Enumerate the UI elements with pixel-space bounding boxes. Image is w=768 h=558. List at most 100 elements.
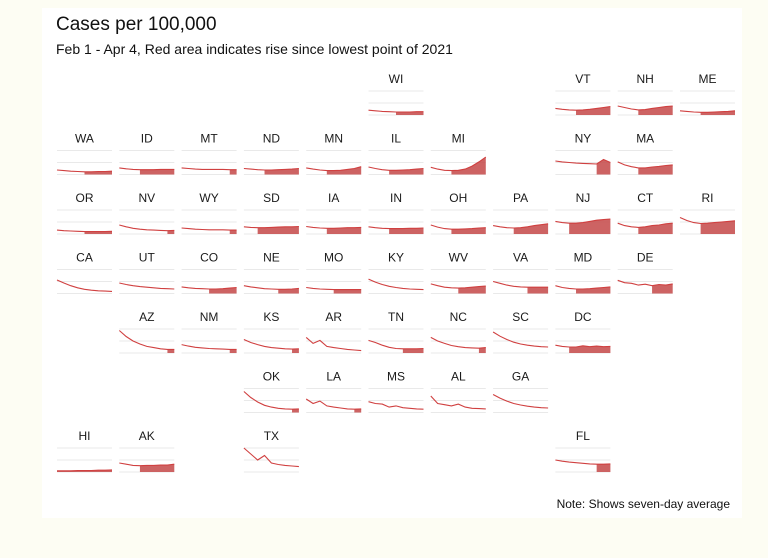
rise-area (139, 464, 175, 472)
state-tile-tx: TX (243, 429, 299, 473)
state-label: KY (388, 251, 404, 265)
state-label: UT (139, 251, 156, 265)
state-tile-ri: RI (679, 191, 736, 235)
rise-area (292, 408, 299, 413)
state-label: MD (574, 251, 593, 265)
rise-area (478, 347, 486, 353)
case-line (368, 339, 424, 350)
state-label: OH (449, 191, 467, 205)
state-label: NJ (576, 191, 591, 205)
case-line (555, 285, 611, 290)
state-label: IN (390, 191, 402, 205)
state-label: AL (451, 370, 466, 384)
state-tile-nm: NM (181, 310, 237, 354)
state-tile-mt: MT (181, 132, 237, 175)
case-line (617, 161, 673, 169)
state-tile-de: DE (617, 251, 673, 294)
case-line (306, 225, 362, 229)
case-line (492, 280, 549, 288)
state-tile-vt: VT (555, 72, 611, 116)
chart-note: Note: Shows seven-day average (556, 497, 730, 511)
rise-area (569, 219, 611, 234)
state-label: ME (699, 72, 717, 86)
case-line (305, 336, 362, 352)
state-label: MS (387, 370, 405, 384)
state-tile-al: AL (430, 370, 486, 413)
chart-panel (42, 8, 742, 518)
rise-area (596, 159, 611, 175)
rise-area (229, 169, 237, 175)
case-line (56, 229, 113, 233)
rise-area (389, 168, 424, 175)
state-label: AR (325, 310, 342, 324)
rise-area (167, 349, 175, 353)
state-label: VA (513, 251, 528, 265)
state-label: WY (199, 191, 218, 205)
state-tile-ct: CT (617, 191, 673, 235)
case-line (555, 106, 611, 111)
case-line (118, 330, 175, 350)
state-tile-ny: NY (555, 132, 611, 175)
rise-area (638, 223, 673, 234)
state-tile-wa: WA (56, 132, 113, 175)
case-line (181, 167, 237, 171)
state-label: KS (263, 310, 279, 324)
state-tile-sd: SD (243, 191, 299, 235)
chart-subtitle: Feb 1 - Apr 4, Red area indicates rise s… (56, 41, 453, 57)
state-tile-ky: KY (368, 251, 424, 294)
state-tile-sc: SC (492, 310, 549, 354)
state-tile-ma: MA (617, 132, 673, 175)
state-label: MN (324, 132, 343, 146)
case-line (368, 278, 424, 291)
state-tile-md: MD (555, 251, 611, 294)
state-tile-dc: DC (555, 310, 611, 354)
case-line (368, 401, 424, 410)
case-line (243, 447, 299, 468)
case-line (243, 391, 299, 410)
rise-area (139, 169, 175, 175)
case-line (181, 344, 237, 350)
state-label: AZ (139, 310, 154, 324)
case-line (181, 286, 237, 290)
case-line (181, 227, 237, 231)
state-label: RI (702, 191, 714, 205)
state-label: IL (391, 132, 401, 146)
state-tile-nj: NJ (555, 191, 611, 235)
state-tile-mo: MO (306, 251, 362, 294)
rise-area (652, 283, 673, 294)
case-line (617, 222, 673, 228)
state-label: FL (576, 429, 590, 443)
state-tile-nh: NH (617, 72, 673, 116)
state-tile-tn: TN (368, 310, 424, 354)
state-label: NC (450, 310, 468, 324)
state-tile-mi: MI (430, 132, 487, 175)
case-line (679, 110, 736, 113)
case-line (555, 158, 611, 165)
state-label: OR (76, 191, 94, 205)
case-line (119, 167, 175, 171)
case-line (617, 105, 673, 111)
state-label: MA (636, 132, 654, 146)
state-label: NH (637, 72, 654, 86)
state-label: TX (264, 429, 279, 443)
state-label: NM (200, 310, 219, 324)
state-tile-nd: ND (243, 132, 299, 175)
state-tile-ks: KS (243, 310, 299, 354)
case-line (368, 166, 424, 171)
case-line (57, 469, 113, 472)
chart-title: Cases per 100,000 (56, 14, 217, 35)
rise-area (354, 408, 362, 413)
state-tile-or: OR (56, 191, 113, 235)
rise-area (326, 166, 362, 175)
case-line (243, 167, 299, 171)
state-tile-wy: WY (181, 191, 237, 235)
rise-area (569, 345, 611, 353)
state-tile-me: ME (679, 72, 736, 116)
rise-area (229, 349, 237, 353)
state-label: NY (575, 132, 592, 146)
state-tile-az: AZ (118, 310, 175, 354)
rise-area (333, 289, 362, 294)
rise-area (326, 227, 362, 234)
state-label: NE (263, 251, 280, 265)
